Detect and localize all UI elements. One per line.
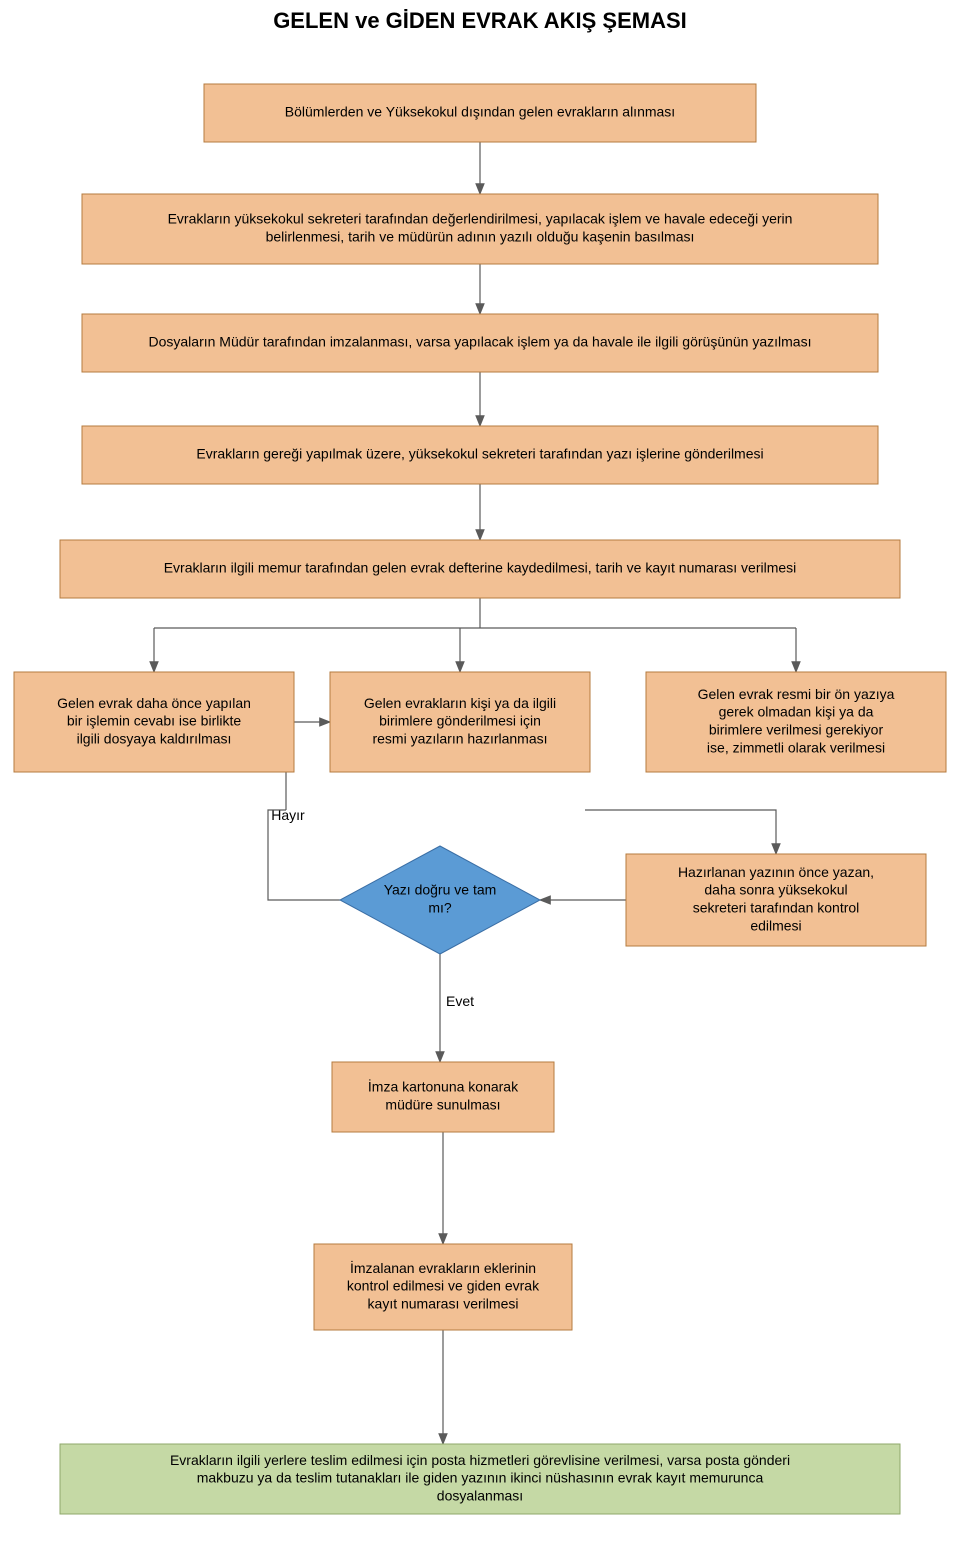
flow-process: Hazırlanan yazının önce yazan, daha sonra… bbox=[626, 854, 926, 946]
flow-process: Gelen evrakların kişi ya da ilgili biriml… bbox=[330, 672, 590, 772]
diagram-title: GELEN ve GİDEN EVRAK AKIŞ ŞEMASI bbox=[273, 8, 687, 33]
node-text: Dosyaların Müdür tarafından imzalanması,… bbox=[149, 334, 812, 350]
node-text: Gelen evrak daha önce yapılan bbox=[57, 695, 251, 711]
flow-process: İmzalanan evrakların eklerinin kontrol ed… bbox=[314, 1244, 572, 1330]
flow-process: Dosyaların Müdür tarafından imzalanması,… bbox=[82, 314, 878, 372]
flow-decision: Yazı doğru ve tam mı? bbox=[340, 846, 540, 954]
flow-edge bbox=[585, 810, 776, 854]
node-text: müdüre sunulması bbox=[385, 1097, 500, 1113]
node-text: İmzalanan evrakların eklerinin bbox=[350, 1259, 536, 1276]
node-text: Evrakların yüksekokul sekreteri tarafınd… bbox=[168, 211, 793, 227]
node-text: daha sonra yüksekokul bbox=[704, 882, 847, 898]
node-text: dosyalanması bbox=[437, 1488, 523, 1504]
node-text: ise, zimmetli olarak verilmesi bbox=[707, 740, 885, 756]
node-text: ilgili dosyaya kaldırılması bbox=[77, 731, 232, 747]
flow-process: Gelen evrak resmi bir ön yazıya gerek olm… bbox=[646, 672, 946, 772]
edge-label: Hayır bbox=[271, 807, 305, 823]
node-text: Gelen evrakların kişi ya da ilgili bbox=[364, 695, 556, 711]
node-text: belirlenmesi, tarih ve müdürün adının ya… bbox=[266, 229, 695, 245]
node-text: mı? bbox=[428, 900, 452, 916]
node-text: Evrakların ilgili memur tarafından gelen… bbox=[164, 560, 797, 576]
node-text: Yazı doğru ve tam bbox=[384, 882, 497, 898]
node-text: birimlere gönderilmesi için bbox=[379, 713, 541, 729]
flow-process: Gelen evrak daha önce yapılan bir işlemin… bbox=[14, 672, 294, 772]
node-text: Hazırlanan yazının önce yazan, bbox=[678, 864, 874, 880]
node-text: bir işlemin cevabı ise birlikte bbox=[67, 713, 241, 729]
node-text: Gelen evrak resmi bir ön yazıya bbox=[698, 686, 895, 702]
node-text: makbuzu ya da teslim tutanakları ile gid… bbox=[197, 1470, 764, 1486]
node-text: resmi yazıların hazırlanması bbox=[372, 731, 547, 747]
edge-label: Evet bbox=[446, 993, 474, 1009]
flow-process: Evrakların yüksekokul sekreteri tarafınd… bbox=[82, 194, 878, 264]
node-text: sekreteri tarafından kontrol bbox=[693, 900, 860, 916]
node-text: birimlere verilmesi gerekiyor bbox=[709, 722, 884, 738]
flow-process: Evrakların ilgili memur tarafından gelen… bbox=[60, 540, 900, 598]
flow-edge bbox=[268, 810, 340, 900]
flow-process: İmza kartonuna konarak müdüre sunulması bbox=[332, 1062, 554, 1132]
flow-process: Evrakların gereği yapılmak üzere, yüksek… bbox=[82, 426, 878, 484]
node-text: Evrakların gereği yapılmak üzere, yüksek… bbox=[196, 446, 763, 462]
node-text: Bölümlerden ve Yüksekokul dışından gelen… bbox=[285, 104, 675, 120]
node-text: kayıt numarası verilmesi bbox=[368, 1296, 519, 1312]
node-text: edilmesi bbox=[750, 918, 801, 934]
node-text: kontrol edilmesi ve giden evrak bbox=[347, 1278, 540, 1294]
node-text: İmza kartonuna konarak bbox=[368, 1078, 519, 1095]
node-text: gerek olmadan kişi ya da bbox=[719, 704, 874, 720]
node-text: Evrakların ilgili yerlere teslim edilmes… bbox=[170, 1452, 790, 1468]
flow-process: Bölümlerden ve Yüksekokul dışından gelen… bbox=[204, 84, 756, 142]
flow-terminal: Evrakların ilgili yerlere teslim edilmes… bbox=[60, 1444, 900, 1514]
